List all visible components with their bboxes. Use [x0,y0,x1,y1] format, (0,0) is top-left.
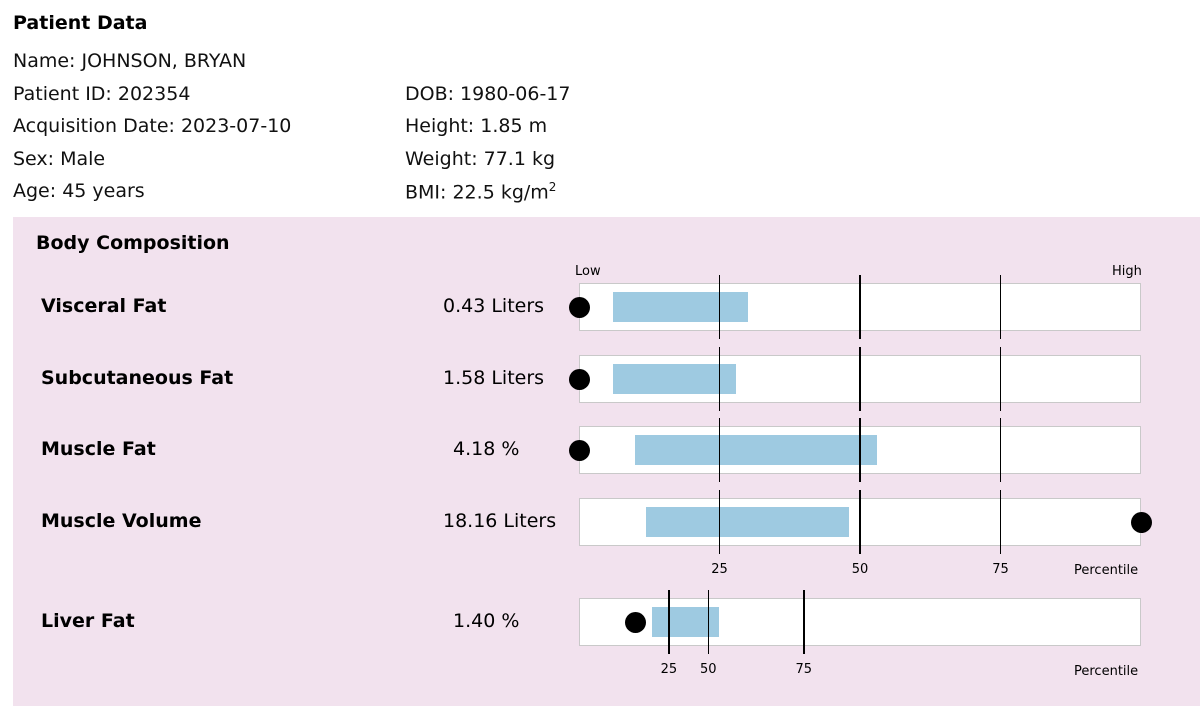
range-bar-liver-fat [652,607,720,637]
patient-age: Age: 45 years [13,180,145,202]
patient-height: Height: 1.85 m [405,115,548,137]
marker-dot-subcutaneous-fat [568,368,590,390]
row-label-visceral-fat: Visceral Fat [41,295,167,317]
row-value-liver-fat: 1.40 % [453,610,520,632]
row-value-muscle-volume: 18.16 Liters [443,510,557,532]
patient-weight: Weight: 77.1 kg [405,148,556,170]
acquisition-date: Acquisition Date: 2023-07-10 [13,115,292,137]
tick-line-liver-fat-2 [803,590,805,654]
patient-dob: DOB: 1980-06-17 [405,83,571,105]
tick-line-subcutaneous-fat-2 [999,347,1002,411]
range-bar-muscle-fat [635,435,877,465]
tick-line-visceral-fat-0 [718,275,721,339]
liver-tick-label-1: 50 [699,662,717,677]
tick-line-liver-fat-1 [707,590,709,654]
tick-line-liver-fat-0 [668,590,670,654]
bmi-text: BMI: 22.5 kg/m [405,181,549,204]
liver-tick-label-0: 25 [660,662,678,677]
tick-line-visceral-fat-1 [859,275,861,339]
scale-low-label: Low [575,264,601,279]
main-tick-label-0: 25 [711,562,728,577]
range-bar-subcutaneous-fat [612,364,737,394]
row-value-muscle-fat: 4.18 % [453,438,520,460]
row-value-visceral-fat: 0.43 Liters [443,295,545,317]
tick-line-muscle-fat-1 [859,418,861,482]
tick-line-subcutaneous-fat-0 [718,347,721,411]
marker-dot-muscle-fat [568,439,590,461]
patient-data-section: Patient Data Name: JOHNSON, BRYAN Patien… [13,10,1193,210]
row-value-subcutaneous-fat: 1.58 Liters [443,367,545,389]
tick-line-muscle-volume-1 [859,490,861,554]
patient-data-title: Patient Data [13,12,148,34]
row-label-liver-fat: Liver Fat [41,610,135,632]
patient-name: Name: JOHNSON, BRYAN [13,50,247,72]
tick-line-subcutaneous-fat-1 [859,347,861,411]
patient-id: Patient ID: 202354 [13,83,191,105]
liver-percentile-axis-label: Percentile [1074,664,1139,679]
main-tick-label-2: 75 [992,562,1009,577]
row-label-subcutaneous-fat: Subcutaneous Fat [41,367,234,389]
percentile-axis-label: Percentile [1074,563,1139,578]
marker-dot-liver-fat [624,611,646,633]
range-bar-muscle-volume [646,507,849,537]
tick-line-muscle-volume-2 [999,490,1002,554]
patient-sex: Sex: Male [13,148,106,170]
row-label-muscle-volume: Muscle Volume [41,510,202,532]
tick-line-muscle-fat-2 [999,418,1002,482]
row-label-muscle-fat: Muscle Fat [41,438,156,460]
body-composition-title: Body Composition [36,232,230,254]
scale-high-label: High [1112,264,1142,279]
marker-dot-visceral-fat [568,296,590,318]
patient-bmi: BMI: 22.5 kg/m2 [405,180,556,203]
tick-line-muscle-volume-0 [718,490,721,554]
tick-line-muscle-fat-0 [718,418,721,482]
bmi-superscript: 2 [548,180,557,194]
range-bar-visceral-fat [612,292,748,322]
tick-line-visceral-fat-2 [999,275,1002,339]
liver-tick-label-2: 75 [795,662,813,677]
marker-dot-muscle-volume [1130,511,1152,533]
main-tick-label-1: 50 [851,562,869,577]
body-composition-panel: Body Composition Low High Percentile Per… [13,217,1200,706]
